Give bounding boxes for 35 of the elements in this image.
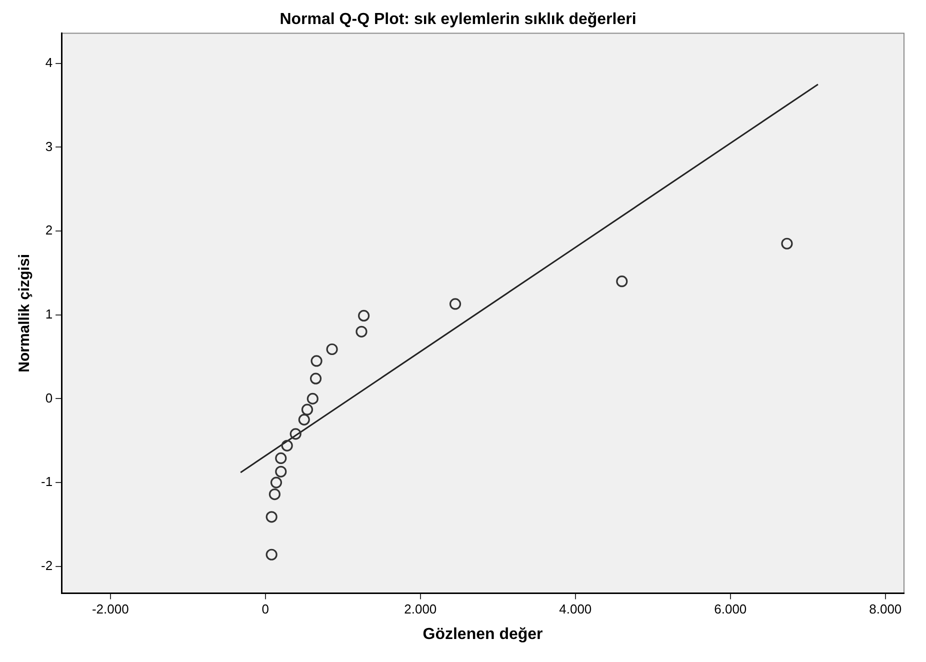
y-tick-label: 0: [45, 390, 53, 406]
point: [616, 276, 628, 288]
point: [268, 488, 280, 500]
point: [266, 511, 278, 523]
point: [281, 440, 293, 452]
x-tick-label: 2.000: [404, 602, 437, 617]
y-tick-label: -1: [40, 474, 53, 490]
x-tick-label: 6.000: [714, 602, 747, 617]
x-tick-label: 8.000: [869, 602, 902, 617]
x-tick-label: 0: [262, 602, 270, 617]
point: [310, 372, 322, 384]
x-tick-label: -2.000: [92, 602, 129, 617]
point: [310, 355, 322, 367]
y-axis-title: Normallik çizgisi: [16, 254, 34, 372]
y-tick-label: 2: [45, 222, 53, 238]
point: [275, 466, 287, 478]
point: [275, 452, 287, 464]
point: [298, 414, 310, 426]
y-tick-label: 3: [45, 138, 53, 154]
point: [358, 310, 370, 322]
point: [356, 326, 368, 338]
point: [266, 548, 278, 560]
point: [301, 404, 314, 416]
point: [781, 238, 793, 250]
point: [449, 298, 462, 310]
point: [326, 343, 338, 356]
point: [270, 476, 282, 488]
point: [306, 392, 318, 405]
y-tick-label: 1: [45, 306, 53, 322]
chart-title: Normal Q-Q Plot: sık eylemlerin sıklık değerleri: [280, 11, 636, 28]
x-axis-title: Gözlenen değer: [422, 626, 543, 643]
x-tick-label: 4.000: [559, 602, 592, 617]
y-tick-label: 4: [45, 54, 53, 70]
point: [290, 428, 302, 440]
y-tick-label: -2: [40, 558, 53, 573]
